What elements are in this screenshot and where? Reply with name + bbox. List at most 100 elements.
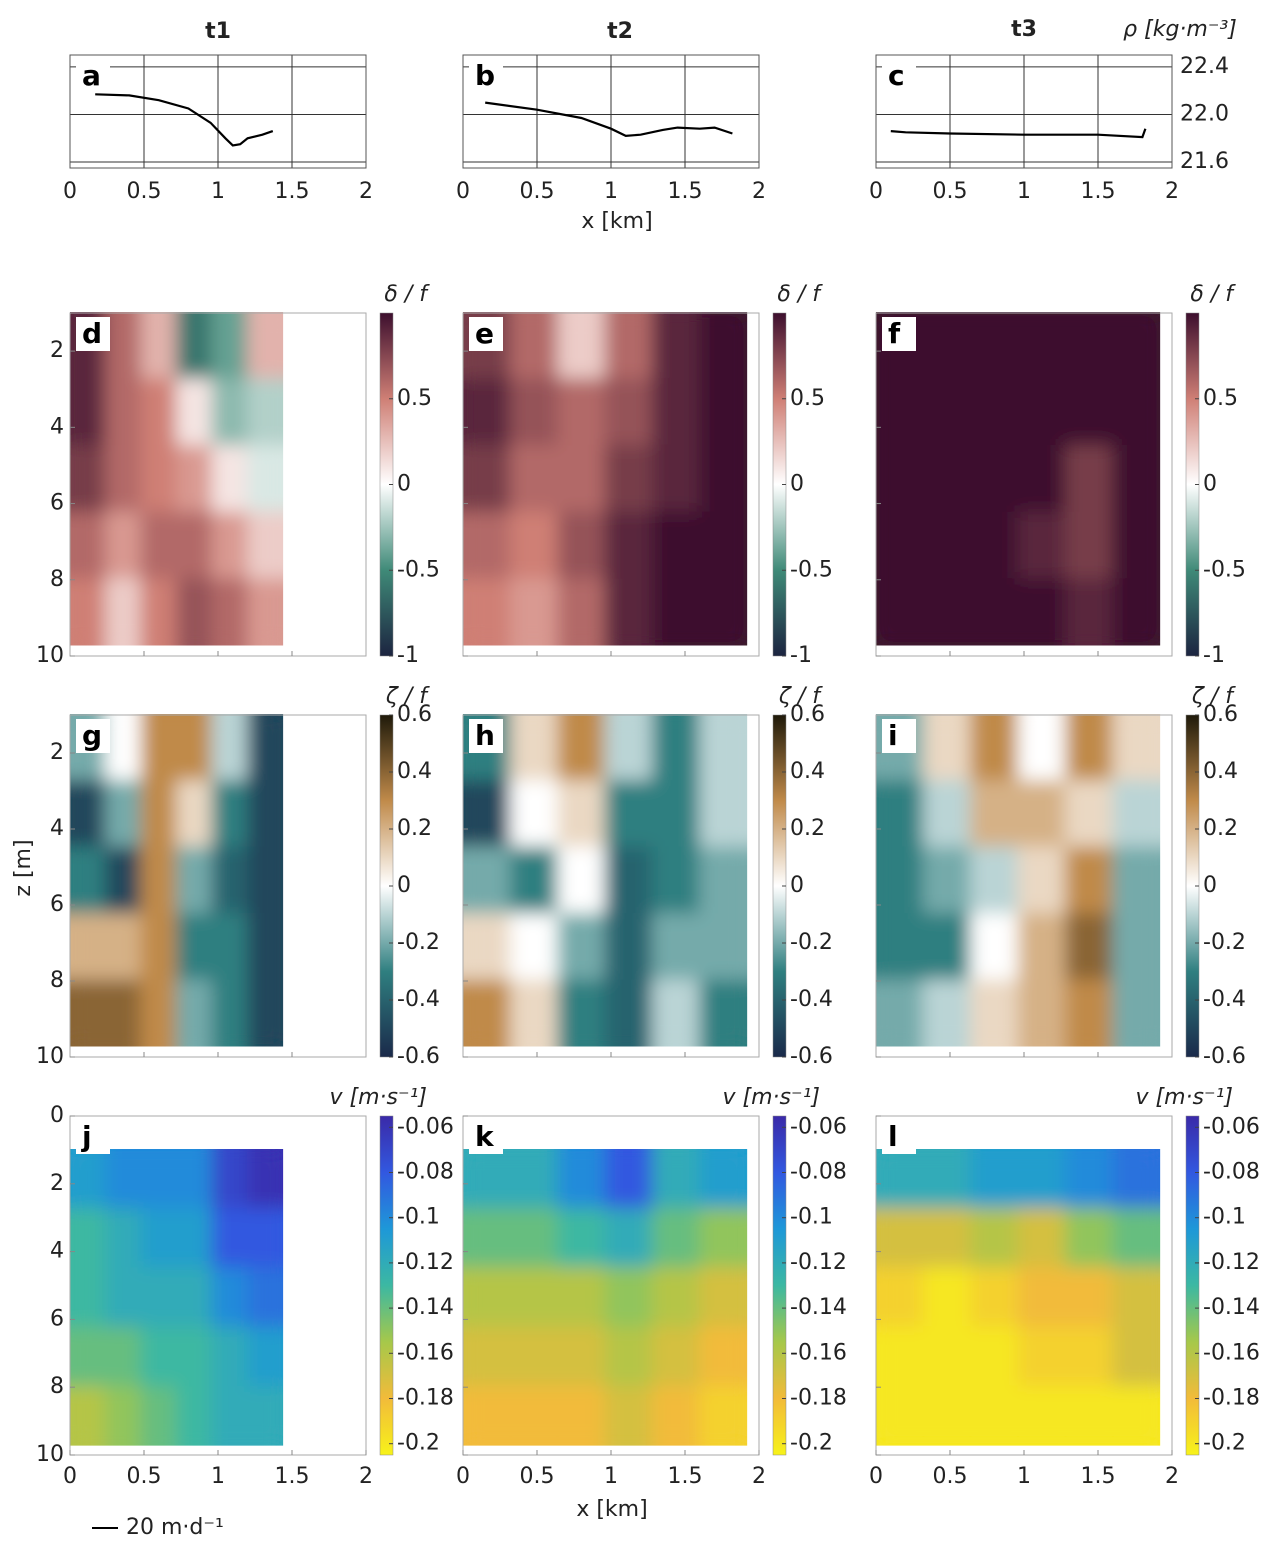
cell xyxy=(247,1385,284,1446)
y-tick-label: 4 xyxy=(50,414,64,439)
cell xyxy=(1017,578,1066,646)
cell xyxy=(1112,444,1161,513)
x-tick-label: 2 xyxy=(1165,179,1179,204)
cell xyxy=(463,378,511,446)
colorbar-label: v [m·s⁻¹] xyxy=(330,1085,428,1110)
cell xyxy=(922,979,972,1047)
x-tick-label: 0.5 xyxy=(127,179,162,204)
panel-letter: l xyxy=(888,1120,898,1153)
colorbar-tick-label: 0.6 xyxy=(1203,702,1238,727)
cell xyxy=(1112,312,1161,380)
cell xyxy=(651,1267,701,1328)
colorbar-tick-label: -0.2 xyxy=(1203,1431,1246,1456)
cell xyxy=(105,780,142,848)
cell xyxy=(922,511,972,580)
cell xyxy=(922,1149,972,1209)
x-tick-label: 0.5 xyxy=(520,179,555,204)
cell xyxy=(463,578,511,646)
cell xyxy=(557,1149,606,1209)
cell xyxy=(922,1207,972,1269)
cell xyxy=(176,780,213,848)
cell xyxy=(211,846,249,915)
cell xyxy=(970,1267,1019,1328)
cell xyxy=(211,1326,249,1387)
cell xyxy=(247,578,284,646)
x-tick-label: 1 xyxy=(604,1464,618,1489)
colorbar-tick-label: -0.2 xyxy=(790,930,833,955)
cell xyxy=(604,578,653,646)
cell xyxy=(1112,780,1161,848)
x-tick-label: 1.5 xyxy=(668,1464,703,1489)
x-tick-label: 2 xyxy=(359,1464,373,1489)
field xyxy=(70,312,284,646)
cell xyxy=(140,1207,178,1269)
cell xyxy=(651,312,701,380)
cell xyxy=(699,979,748,1047)
cell xyxy=(463,1326,511,1387)
cell xyxy=(970,312,1019,380)
x-tick-label: 0.5 xyxy=(520,1464,555,1489)
cell xyxy=(105,714,142,782)
density-line xyxy=(95,93,274,147)
field-cells xyxy=(463,714,748,1047)
panel-letter: g xyxy=(82,719,102,752)
cell xyxy=(509,1326,559,1387)
colorbar-tick-label: 0 xyxy=(397,472,411,497)
cell xyxy=(922,378,972,446)
plot-frame xyxy=(875,54,1173,169)
x-tick-label: 0 xyxy=(456,179,470,204)
cell xyxy=(1017,1149,1066,1209)
cell xyxy=(876,1385,924,1446)
cell xyxy=(651,1385,701,1446)
x-tick-label: 2 xyxy=(752,179,766,204)
cell xyxy=(70,780,107,848)
cell xyxy=(1017,312,1066,380)
cell xyxy=(211,511,249,580)
cell xyxy=(211,714,249,782)
cell xyxy=(509,1149,559,1209)
cell xyxy=(140,312,178,380)
cell xyxy=(1112,913,1161,981)
x-tick-label: 2 xyxy=(359,179,373,204)
cell xyxy=(70,378,107,446)
panel-letter-box xyxy=(882,59,916,93)
colorbar xyxy=(1185,1115,1200,1456)
cell xyxy=(1017,1267,1066,1328)
cell xyxy=(1064,846,1114,915)
cell xyxy=(970,511,1019,580)
cell xyxy=(211,913,249,981)
cell xyxy=(140,714,178,782)
cell xyxy=(604,846,653,915)
cell xyxy=(1064,1267,1114,1328)
cell xyxy=(557,378,606,446)
colorbar-tick-label: 0.4 xyxy=(397,759,432,784)
cell xyxy=(247,511,284,580)
colorbar-label: δ / f xyxy=(1190,282,1236,307)
colorbar-tick-label: 0 xyxy=(1203,472,1217,497)
colorbar-tick-label: -0.2 xyxy=(1203,930,1246,955)
colorbar-tick-label: -0.2 xyxy=(397,930,440,955)
cell xyxy=(140,979,178,1047)
cell xyxy=(140,578,178,646)
cell xyxy=(876,444,924,513)
cell xyxy=(557,444,606,513)
panel-letter: f xyxy=(888,317,901,350)
colorbar-tick-label: -0.14 xyxy=(1203,1295,1260,1320)
cell xyxy=(1112,1326,1161,1387)
cell xyxy=(1064,511,1114,580)
cell xyxy=(509,846,559,915)
cell xyxy=(651,444,701,513)
column-title: t2 xyxy=(607,19,633,44)
cell xyxy=(651,1207,701,1269)
cell xyxy=(876,1267,924,1328)
x-tick-label: 0.5 xyxy=(933,1464,968,1489)
y-tick-label: 8 xyxy=(50,1374,64,1399)
x-tick-label: 1 xyxy=(1017,179,1031,204)
colorbar-tick-label: -0.1 xyxy=(397,1205,440,1230)
cell xyxy=(876,1207,924,1269)
cell xyxy=(1064,1207,1114,1269)
colorbar-tick-label: 0.6 xyxy=(397,702,432,727)
colorbar-tick-label: -0.6 xyxy=(397,1044,440,1069)
cell xyxy=(970,444,1019,513)
cell xyxy=(105,1149,142,1209)
